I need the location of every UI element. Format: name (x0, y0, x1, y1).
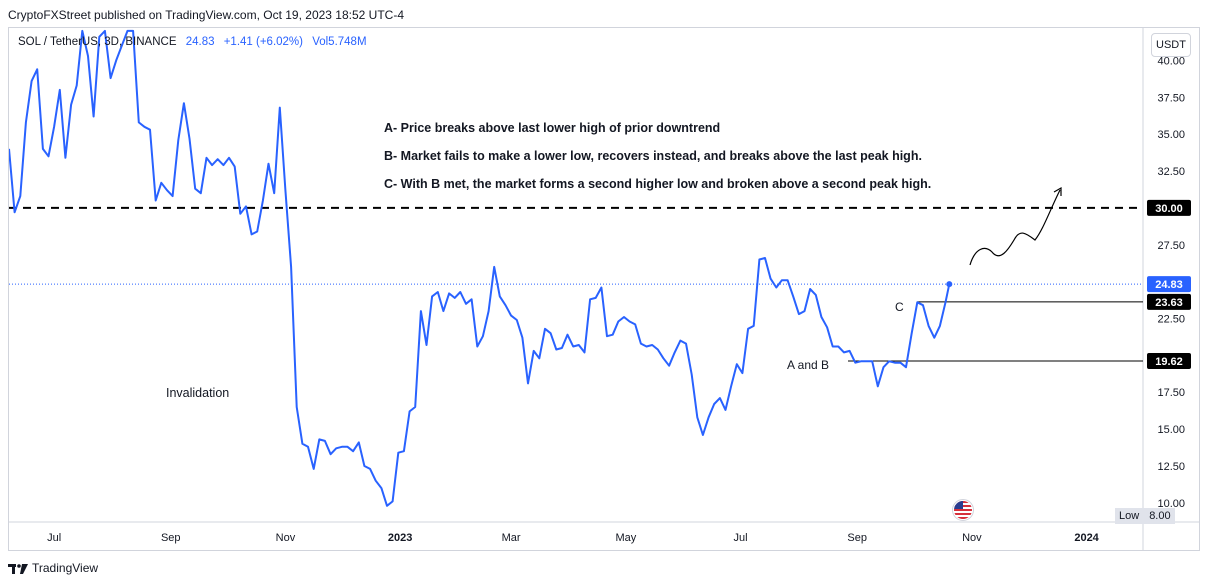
x-tick-label: May (615, 532, 636, 544)
y-tick-label: 27.50 (1157, 240, 1185, 252)
currency-button[interactable]: USDT (1151, 33, 1191, 57)
low-price-label: Low 8.00 (1115, 508, 1175, 524)
y-tick-label: 40.00 (1157, 55, 1185, 67)
x-tick-label: Sep (161, 532, 181, 544)
x-tick-label: Mar (502, 532, 521, 544)
annotation-invalidation: Invalidation (166, 386, 229, 400)
price-label-last: 24.83 (1155, 279, 1183, 291)
tradingview-brand[interactable]: TradingView (8, 561, 98, 575)
us-flag-icon[interactable] (952, 499, 974, 521)
x-tick-label: 2023 (388, 532, 412, 544)
price-label-ab: 19.62 (1155, 356, 1183, 368)
y-tick-label: 32.50 (1157, 166, 1185, 178)
x-tick-label: 2024 (1074, 532, 1099, 544)
price-label-c: 23.63 (1155, 297, 1183, 309)
annotation-a-and-b: A and B (787, 358, 829, 372)
y-tick-label: 12.50 (1157, 461, 1185, 473)
price-label-ab-bg (1147, 352, 1191, 369)
y-tick-label: 17.50 (1157, 387, 1185, 399)
x-tick-label: Sep (847, 532, 867, 544)
low-label-text: Low (1119, 510, 1140, 522)
annotation-text: B- Market fails to make a lower low, rec… (384, 149, 922, 163)
y-tick-label: 35.00 (1157, 129, 1185, 141)
tradingview-logo-icon (8, 564, 28, 574)
symbol-volume: Vol5.748M (312, 36, 367, 48)
price-label-c-bg (1147, 293, 1191, 310)
price-series-line (9, 29, 951, 507)
y-tick-label: 15.00 (1157, 424, 1185, 436)
brand-name: TradingView (32, 561, 99, 575)
price-label-30-bg (1147, 199, 1191, 216)
symbol-info: SOL / TetherUS, 3D, BINANCE 24.83 +1.41 … (18, 36, 367, 48)
x-tick-label: Jul (47, 532, 61, 544)
low-label-value: 8.00 (1149, 510, 1171, 522)
annotation-text: C- With B met, the market forms a second… (384, 177, 931, 191)
y-tick-label: 10.00 (1157, 498, 1185, 510)
x-tick-label: Nov (276, 532, 296, 544)
x-tick-label: Jul (734, 532, 748, 544)
annotation-text: A- Price breaks above last lower high of… (384, 121, 720, 135)
x-tick-label: Nov (962, 532, 982, 544)
chart-frame (8, 27, 1200, 551)
publisher-header: CryptoFXStreet published on TradingView.… (8, 8, 404, 22)
y-tick-label: 22.50 (1157, 314, 1185, 326)
projection-arrow-head (1053, 186, 1062, 196)
y-tick-label: 37.50 (1157, 92, 1185, 104)
symbol-name[interactable]: SOL / TetherUS, 3D, BINANCE (18, 36, 177, 48)
price-label-30: 30.00 (1155, 203, 1183, 215)
symbol-price: 24.83 (185, 36, 215, 48)
symbol-change: +1.41 (+6.02%) (223, 36, 303, 48)
last-price-dot (946, 281, 953, 288)
price-label-last-bg (1147, 276, 1191, 293)
projection-arrow (969, 189, 1061, 266)
annotation-c: C (895, 300, 904, 314)
